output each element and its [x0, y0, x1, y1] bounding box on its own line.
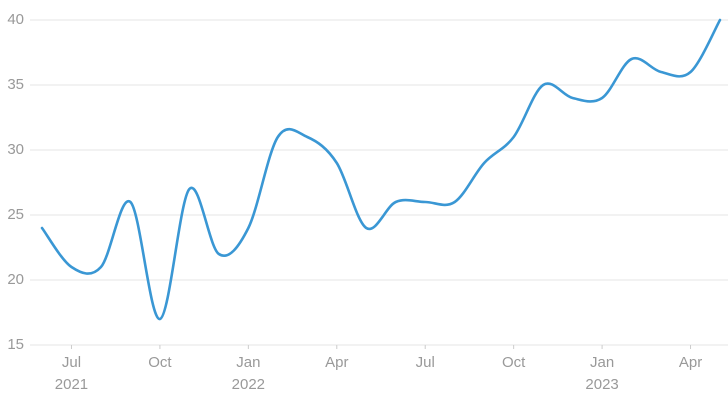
y-tick-label: 35 — [7, 76, 24, 93]
x-tick-label: Oct — [502, 354, 526, 371]
line-series — [40, 18, 722, 321]
y-tick-label: 30 — [7, 141, 24, 158]
x-tick-label: Apr — [679, 354, 702, 371]
x-tick-label: Jan — [590, 354, 614, 371]
x-tick-label: Jan — [236, 354, 260, 371]
y-tick-label: 40 — [7, 11, 24, 28]
x-tick-year: 2022 — [232, 376, 265, 393]
y-tick-label: 20 — [7, 271, 24, 288]
x-tick-label: Jul — [416, 354, 435, 371]
x-tick-label: Jul — [62, 354, 81, 371]
x-tick-year: 2023 — [585, 376, 618, 393]
x-tick-year: 2021 — [55, 376, 88, 393]
x-tick-label: Oct — [148, 354, 172, 371]
x-tick-label: Apr — [325, 354, 348, 371]
y-tick-label: 25 — [7, 206, 24, 223]
y-tick-label: 15 — [7, 336, 24, 353]
